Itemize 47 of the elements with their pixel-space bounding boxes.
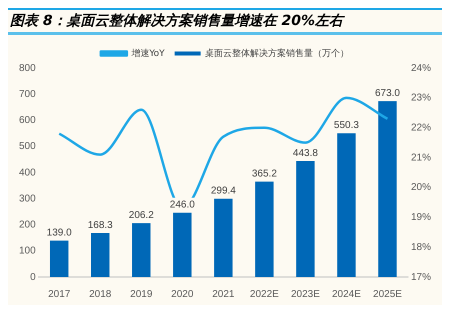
y-tick-label: 800 <box>18 62 36 74</box>
x-tick-label: 2019 <box>130 288 153 300</box>
bar <box>255 182 274 277</box>
bar <box>378 101 397 277</box>
chart-title: 图表 8：桌面云整体解决方案销售量增速在 20%左右 <box>8 8 442 35</box>
bar <box>337 133 356 277</box>
data-label: 443.8 <box>292 148 318 159</box>
legend-label: 增速YoY <box>130 48 166 59</box>
bar <box>296 161 315 277</box>
x-tick-label: 2024E <box>332 288 362 300</box>
bar <box>173 212 192 277</box>
data-label: 168.3 <box>88 220 114 231</box>
x-tick-label: 2018 <box>89 288 112 300</box>
y-tick-label: 500 <box>18 141 36 152</box>
y-tick-label: 300 <box>18 193 36 204</box>
data-label: 365.2 <box>252 168 278 180</box>
y-tick-label: 200 <box>18 220 36 230</box>
x-tick-label: 2021 <box>212 288 235 300</box>
x-tick-label: 2022E <box>250 288 280 300</box>
data-label: 139.0 <box>46 227 72 238</box>
y2-tick-label: 24% <box>410 62 432 74</box>
y2-tick-label: 21% <box>410 152 432 164</box>
bar <box>132 223 150 277</box>
bar <box>214 198 233 277</box>
x-tick-label: 2017 <box>48 288 71 300</box>
y-tick-label: 700 <box>18 88 36 100</box>
y-tick-label: 0 <box>30 272 36 283</box>
x-tick-label: 2023E <box>290 288 320 300</box>
x-tick-label: 2020 <box>171 288 194 300</box>
bar <box>50 240 68 277</box>
y2-tick-label: 23% <box>410 92 432 104</box>
y2-tick-label: 19% <box>410 212 432 224</box>
data-label: 550.3 <box>334 120 360 131</box>
legend-label: 桌面云整体解决方案销售量（万个） <box>205 48 350 59</box>
y2-tick-label: 17% <box>410 272 432 283</box>
y-tick-label: 400 <box>18 167 36 178</box>
y2-tick-label: 22% <box>410 122 432 134</box>
bar <box>91 233 110 277</box>
data-label: 246.0 <box>170 199 196 210</box>
y-tick-label: 600 <box>18 115 36 126</box>
x-tick-label: 2025E <box>373 288 402 300</box>
y2-tick-label: 18% <box>410 242 432 253</box>
data-label: 299.4 <box>210 186 236 197</box>
data-label: 206.2 <box>128 210 154 221</box>
y2-tick-label: 20% <box>410 182 432 194</box>
data-label: 673.0 <box>374 88 400 99</box>
y-tick-label: 100 <box>18 246 36 257</box>
